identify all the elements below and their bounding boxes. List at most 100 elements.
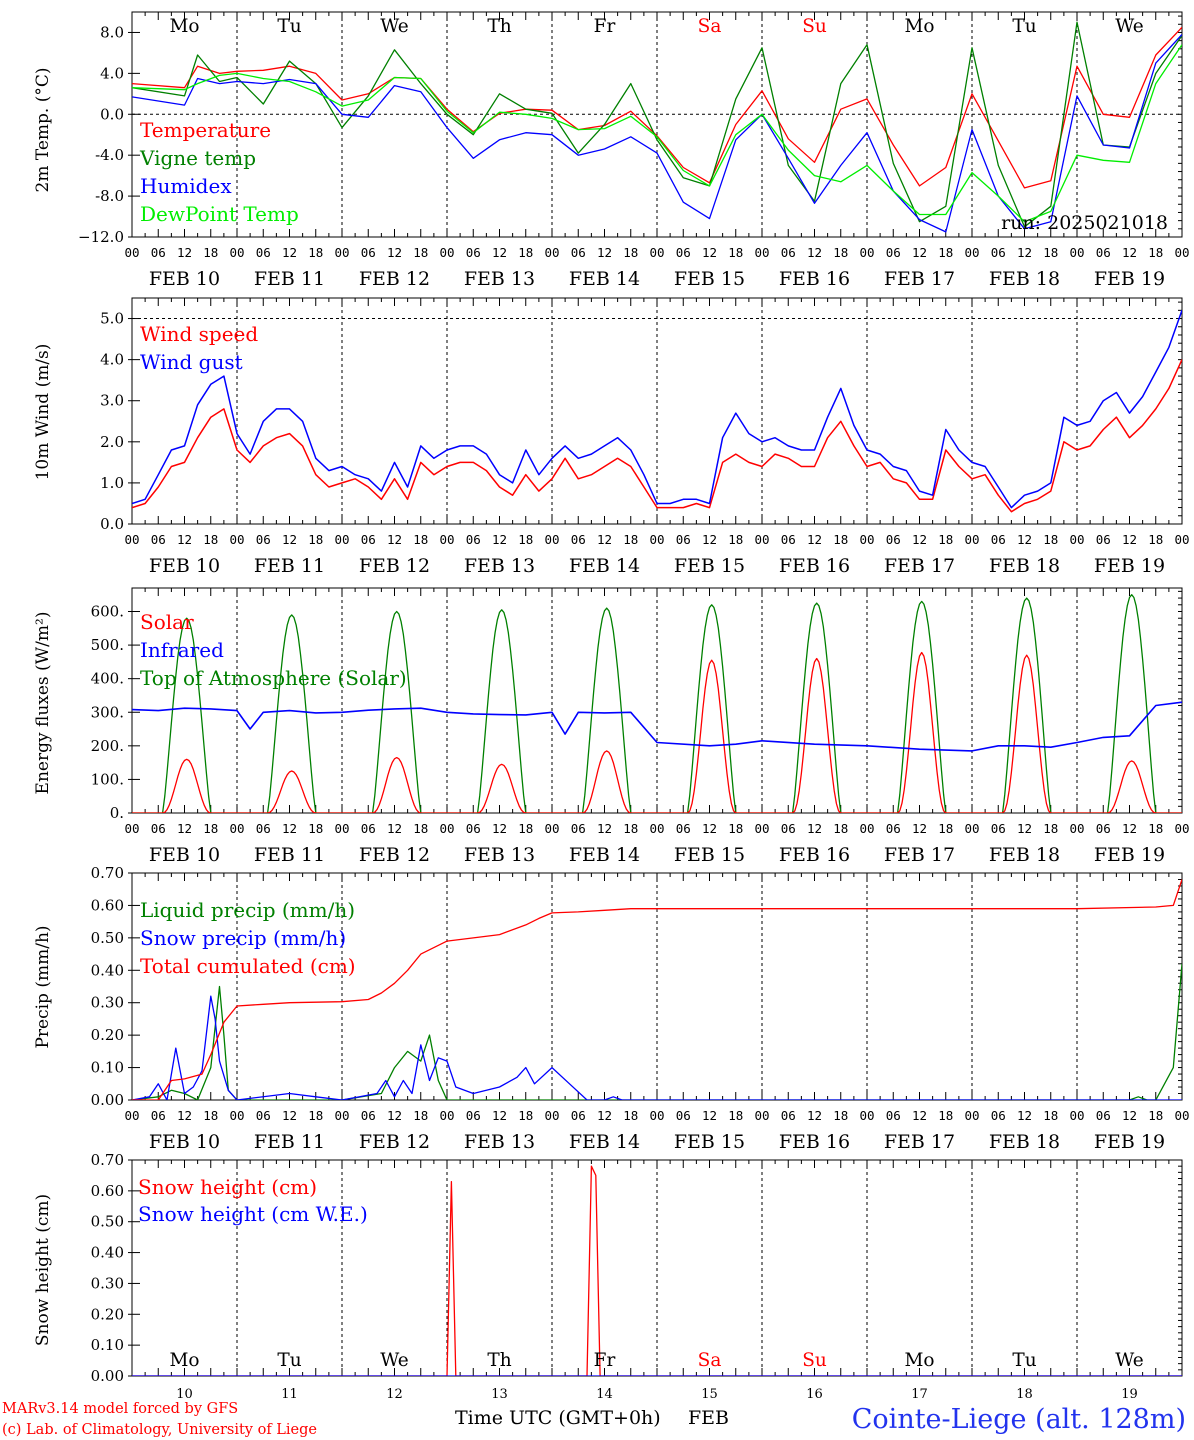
hour-tick-label: 12 [597, 821, 612, 836]
hour-tick-label: 12 [702, 245, 717, 260]
hour-tick-label: 12 [702, 821, 717, 836]
hour-tick-label: 00 [334, 1108, 349, 1123]
y-tick-label: 8.0 [100, 23, 124, 41]
hour-tick-label: 12 [387, 532, 402, 547]
day-number-label: 17 [911, 1387, 928, 1402]
y-tick-label: 0.70 [91, 1151, 124, 1169]
series-layer [132, 1165, 1182, 1376]
weekday-label: Th [487, 1350, 511, 1371]
hour-tick-label: 12 [177, 245, 192, 260]
hour-tick-label: 00 [229, 532, 244, 547]
y-tick-label: 0.70 [91, 864, 124, 882]
hour-tick-label: 06 [256, 821, 271, 836]
date-label: FEB 12 [359, 844, 430, 866]
weekday-label: Mo [904, 16, 934, 37]
y-tick-label: 200. [91, 737, 124, 755]
date-label: FEB 16 [779, 1131, 850, 1153]
date-label: FEB 13 [464, 555, 535, 577]
hour-tick-label: 00 [1069, 821, 1084, 836]
y-tick-label: 0.0 [100, 105, 124, 123]
hour-tick-label: 00 [964, 1108, 979, 1123]
hour-tick-label: 12 [492, 821, 507, 836]
hour-tick-label: 00 [1174, 1108, 1189, 1123]
hour-tick-label: 12 [492, 245, 507, 260]
hour-tick-label: 00 [754, 245, 769, 260]
hour-tick-label: 06 [781, 1108, 796, 1123]
y-tick-label: 0.30 [91, 994, 124, 1012]
hour-tick-label: 12 [387, 821, 402, 836]
date-label: FEB 14 [569, 1131, 640, 1153]
hour-tick-label: 06 [676, 821, 691, 836]
date-label: FEB 14 [569, 555, 640, 577]
hour-tick-label: 18 [728, 1108, 743, 1123]
wind-speed-line [132, 359, 1182, 513]
date-label: FEB 13 [464, 844, 535, 866]
legend-entry: Solar [140, 610, 194, 634]
hour-tick-label: 06 [361, 245, 376, 260]
date-label: FEB 15 [674, 555, 745, 577]
weekday-label: Mo [169, 1350, 199, 1371]
hour-tick-label: 12 [1122, 532, 1137, 547]
weekday-label: Tu [1012, 16, 1036, 37]
date-label: FEB 19 [1094, 1131, 1165, 1153]
hour-tick-label: 06 [1096, 1108, 1111, 1123]
panel-2: 5.0 4.0 3.0 2.0 1.0 0.0 10m Wind (m/s) 00 06 12 18… [33, 297, 1190, 577]
vigne-temp-line [132, 21, 1182, 228]
legend-entry: Snow height (cm W.E.) [138, 1202, 368, 1226]
date-label: FEB 18 [989, 268, 1060, 290]
y-tick-label: 0.60 [91, 896, 124, 914]
y-tick-label: 400. [91, 670, 124, 688]
hour-tick-label: 00 [544, 821, 559, 836]
hour-tick-label: 12 [282, 1108, 297, 1123]
panel-5: 0.70 0.60 0.50 0.40 0.30 0.20 0.10 0.00 Snow hei… [33, 1151, 1183, 1402]
day-number-label: 14 [596, 1387, 613, 1402]
hour-tick-label: 00 [1069, 1108, 1084, 1123]
hour-tick-label: 18 [833, 532, 848, 547]
hour-tick-label: 12 [282, 245, 297, 260]
hour-tick-label: 00 [1174, 245, 1189, 260]
hour-tick-label: 12 [1017, 532, 1032, 547]
hour-tick-label: 00 [859, 1108, 874, 1123]
series-layer [132, 879, 1182, 1100]
day-number-label: 12 [386, 1387, 403, 1402]
y-tick-label: −12.0 [78, 228, 124, 246]
hour-tick-label: 00 [334, 245, 349, 260]
hour-tick-label: 06 [1096, 245, 1111, 260]
wind-gust-line [132, 310, 1182, 509]
hour-tick-label: 06 [466, 532, 481, 547]
hour-tick-label: 12 [387, 1108, 402, 1123]
hour-tick-label: 00 [1174, 532, 1189, 547]
hour-tick-label: 06 [886, 532, 901, 547]
weekday-label: Th [487, 16, 511, 37]
hour-tick-label: 18 [623, 821, 638, 836]
legend-entry: Total cumulated (cm) [140, 954, 356, 978]
hour-tick-label: 00 [1174, 821, 1189, 836]
hour-tick-label: 18 [728, 532, 743, 547]
hour-tick-label: 00 [754, 1108, 769, 1123]
y-tick-label: 3.0 [100, 392, 124, 410]
hour-tick-label: 12 [1122, 1108, 1137, 1123]
legend-entry: Vigne temp [139, 146, 256, 170]
hour-tick-label: 18 [728, 821, 743, 836]
run-annotation: run: 2025021018 [1001, 212, 1168, 234]
hour-tick-label: 06 [1096, 821, 1111, 836]
hour-tick-label: 12 [492, 532, 507, 547]
hour-tick-label: 06 [466, 1108, 481, 1123]
hour-tick-label: 18 [518, 532, 533, 547]
legend-entry: Infrared [140, 638, 224, 662]
footer: MARv3.14 model forced by GFS (c) Lab. of… [2, 1401, 1186, 1438]
y-tick-label: 2.0 [100, 433, 124, 451]
weekday-label: Tu [1012, 1350, 1036, 1371]
hour-tick-label: 06 [361, 821, 376, 836]
hour-tick-label: 00 [229, 821, 244, 836]
hour-tick-label: 18 [623, 532, 638, 547]
snow-height-line [132, 1165, 1182, 1376]
y-tick-label: 1.0 [100, 474, 124, 492]
y-axis-label: 2m Temp. (°C) [33, 67, 53, 192]
hour-tick-label: 00 [859, 532, 874, 547]
y-axis-label: Energy fluxes (W/m²) [33, 612, 53, 795]
hour-tick-label: 06 [256, 1108, 271, 1123]
date-label: FEB 12 [359, 268, 430, 290]
hour-tick-label: 18 [938, 245, 953, 260]
legend-entry: Temperature [140, 118, 271, 142]
